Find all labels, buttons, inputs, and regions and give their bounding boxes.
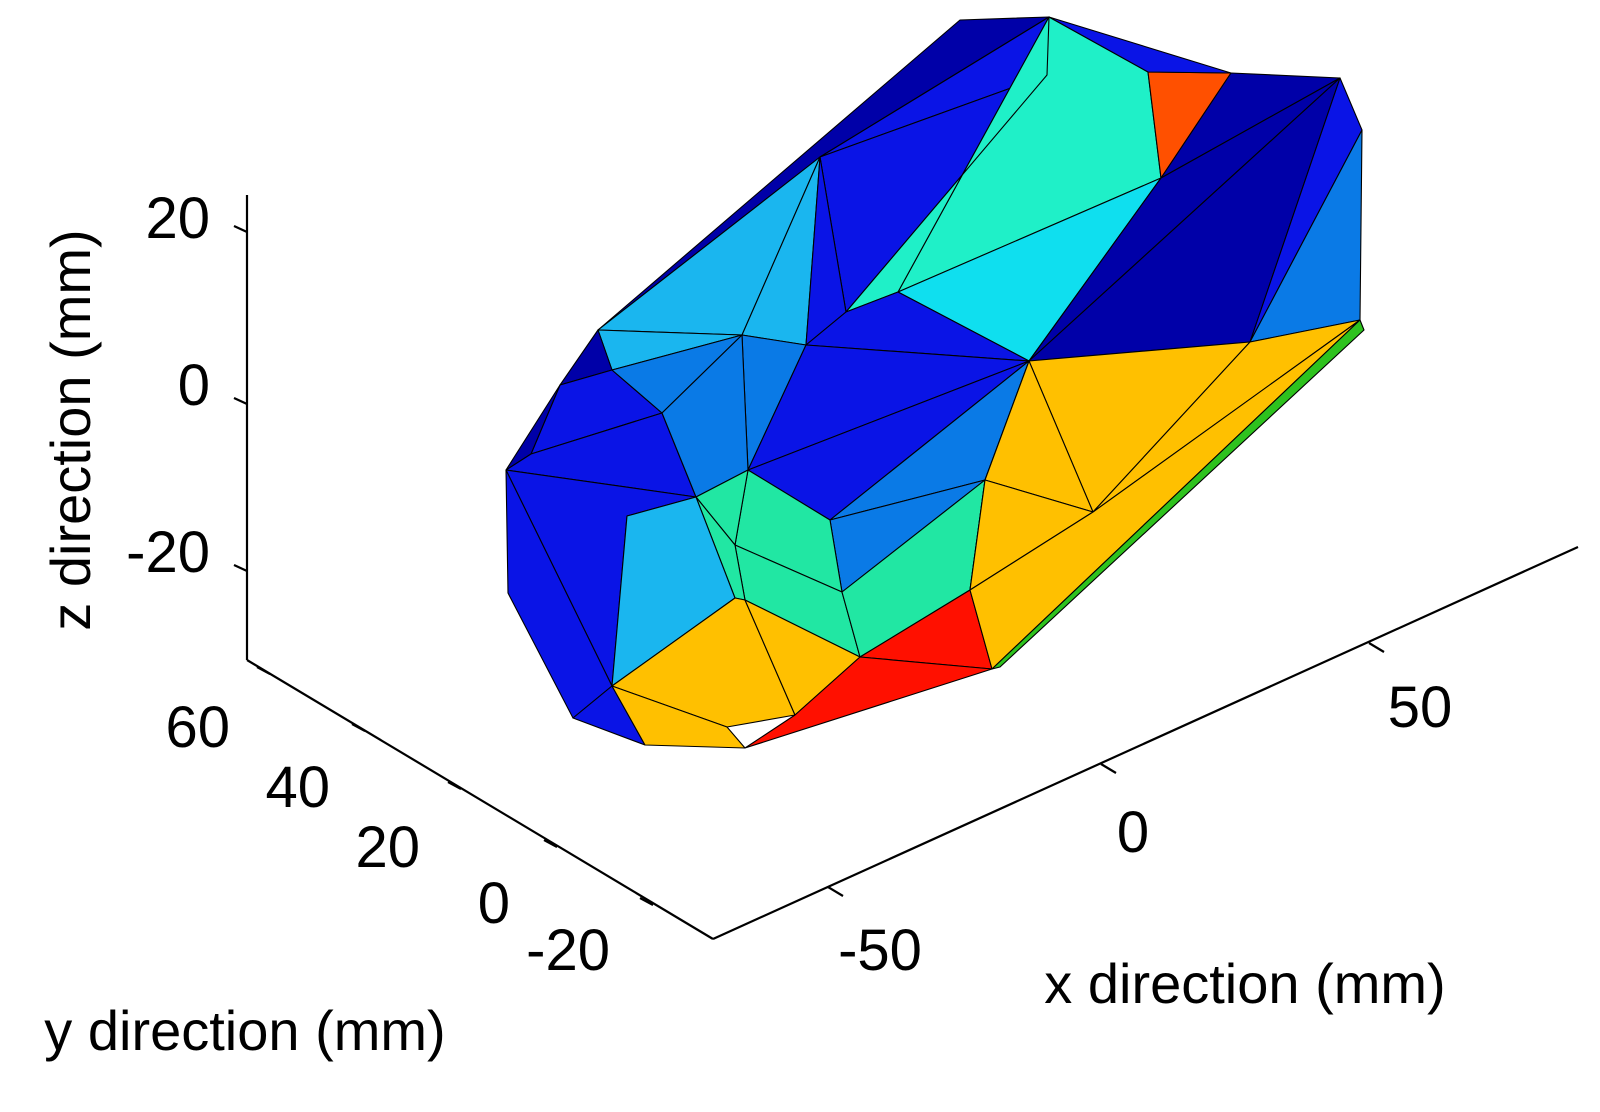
- y-tick-mark: [447, 781, 462, 790]
- surface-facet: [1048, 16, 1232, 74]
- y-tick-label: 60: [165, 695, 230, 760]
- z-tick-label: 0: [178, 353, 210, 418]
- axes: [233, 195, 1579, 941]
- x-tick-label: -50: [838, 918, 922, 983]
- x-tick-mark: [1100, 763, 1117, 774]
- y-tick-mark: [543, 839, 558, 848]
- y-tick-label: 0: [478, 871, 510, 936]
- y-tick-mark: [256, 666, 271, 675]
- y-tick-mark: [639, 897, 654, 906]
- surface-facet: [991, 319, 1365, 670]
- z-tick-labels: 20 0 -20: [126, 186, 210, 585]
- z-tick-label: 20: [145, 186, 210, 251]
- x-tick-label: 50: [1388, 675, 1453, 740]
- z-tick-label: -20: [126, 520, 210, 585]
- x-tick-labels: -50 0 50: [838, 675, 1452, 983]
- x-tick-label: 0: [1117, 800, 1149, 865]
- z-tick-mark: [233, 225, 248, 233]
- z-axis-label: z direction (mm): [39, 229, 102, 630]
- z-tick-mark: [233, 397, 248, 405]
- y-axis-line: [246, 659, 714, 940]
- surface-mesh: [505, 16, 1365, 749]
- x-tick-mark: [1368, 642, 1385, 653]
- x-axis-label: x direction (mm): [1044, 952, 1445, 1015]
- y-axis-label: y direction (mm): [44, 999, 445, 1062]
- y-tick-mark: [351, 723, 366, 732]
- y-tick-label: -20: [526, 918, 610, 983]
- y-tick-label: 40: [265, 755, 330, 820]
- x-axis-line: [712, 545, 1579, 941]
- y-tick-labels: 60 40 20 0 -20: [165, 695, 610, 983]
- y-tick-label: 20: [355, 815, 420, 880]
- x-tick-mark: [827, 886, 844, 897]
- z-tick-mark: [233, 564, 248, 572]
